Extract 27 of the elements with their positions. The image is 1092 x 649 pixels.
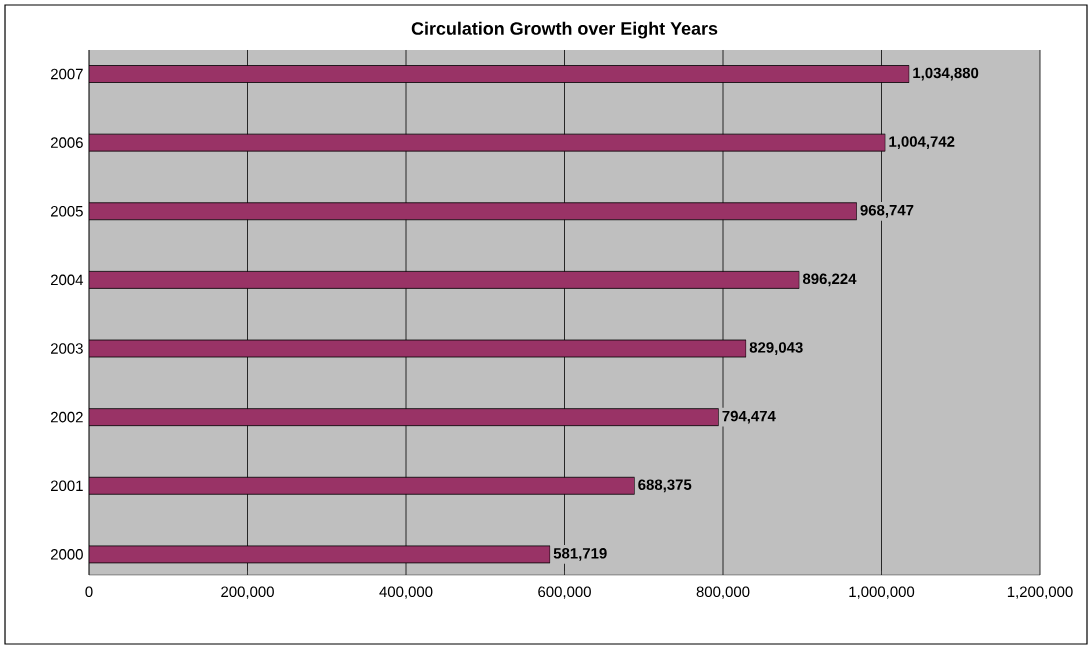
x-tick-label: 600,000 [538, 586, 591, 599]
x-tick-label: 800,000 [696, 586, 750, 599]
data-label: 794,474 [722, 410, 776, 424]
y-tick-label: 2003 [51, 343, 83, 354]
chart-title: Circulation Growth over Eight Years [411, 21, 718, 39]
y-tick-label: 2004 [51, 274, 84, 286]
x-tick-label: 1,200,000 [1007, 586, 1073, 599]
bar [89, 270, 800, 289]
data-label: 829,043 [749, 342, 803, 355]
data-label: 581,719 [553, 548, 607, 561]
x-tick-label: 1,000,000 [849, 586, 915, 599]
y-tick-label: 2006 [51, 137, 83, 148]
bar [89, 476, 635, 495]
y-tick-label: 2007 [51, 68, 83, 80]
data-label: 1,034,880 [913, 67, 979, 81]
x-tick-label: 200,000 [221, 586, 274, 599]
data-label: 968,747 [860, 204, 914, 218]
x-tick-label: 0 [85, 586, 93, 598]
data-label: 896,224 [802, 273, 857, 287]
y-tick-label: 2000 [51, 549, 83, 560]
bar [89, 65, 910, 83]
data-label: 688,375 [638, 479, 692, 493]
y-tick-label: 2001 [51, 480, 83, 492]
x-tick-label: 400,000 [379, 586, 433, 599]
data-label: 1,004,742 [889, 136, 955, 150]
y-tick-label: 2002 [51, 411, 83, 423]
y-tick-label: 2005 [51, 205, 83, 217]
